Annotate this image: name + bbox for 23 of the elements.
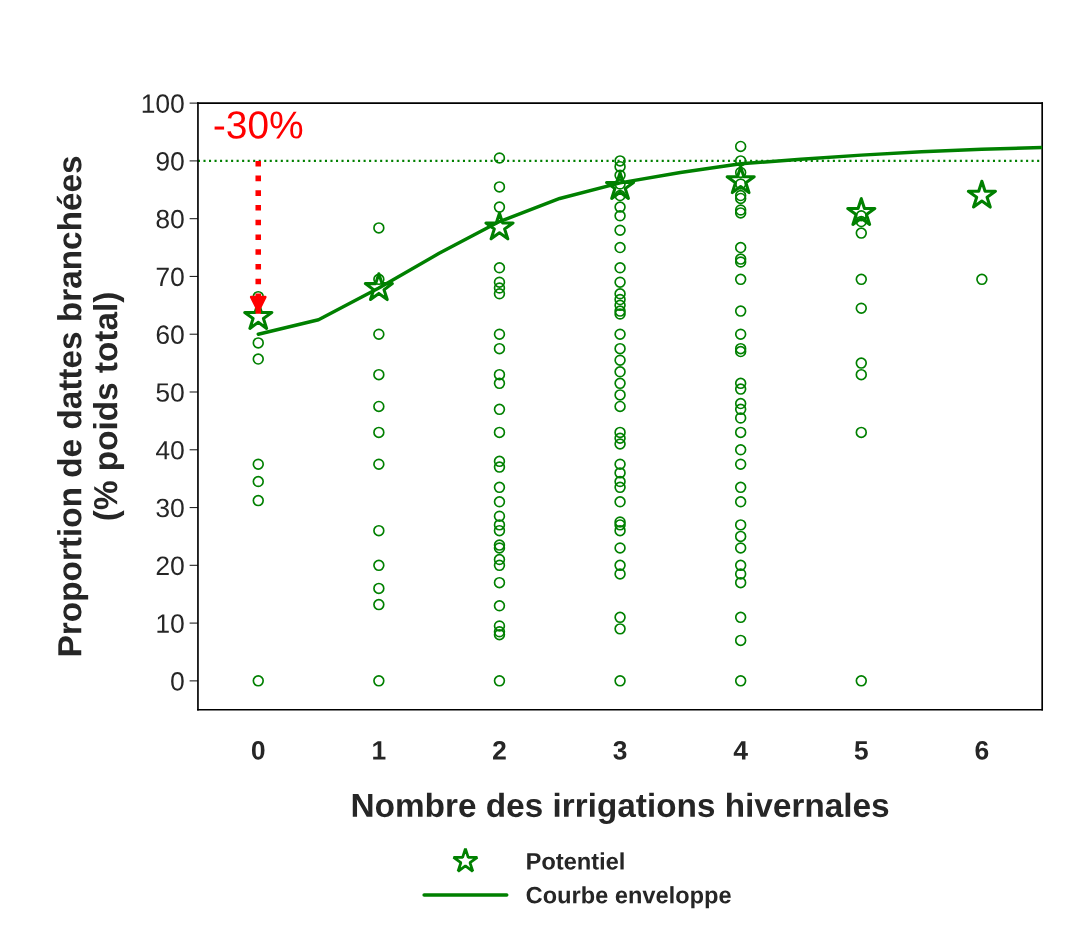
y-tick-label: 20	[156, 556, 184, 576]
x-tick-label: 1	[373, 741, 386, 760]
y-axis-title: Proportion de dattes branchées (% poids total)	[56, 156, 125, 656]
y-tick-label: 10	[157, 614, 184, 633]
x-tick-label: 6	[975, 741, 989, 760]
x-tick-label: 4	[733, 741, 748, 760]
y-tick-label: 50	[156, 383, 184, 402]
y-tick-label: 30	[156, 498, 184, 518]
y-tick-label: 80	[156, 209, 184, 229]
x-tick-label: 0	[251, 741, 265, 760]
y-tick-label: 60	[156, 325, 184, 345]
x-tick-label: 3	[613, 741, 627, 760]
annotation: -30%	[214, 111, 303, 139]
legend-label: Courbe enveloppe	[526, 886, 731, 909]
x-tick-label: 2	[493, 741, 506, 760]
x-tick-label: 5	[854, 741, 868, 760]
legend-label: Potentiel	[527, 852, 624, 870]
y-tick-label: 90	[156, 152, 184, 171]
y-tick-label: 0	[171, 672, 184, 691]
x-axis-title: Nombre des irrigations hivernales	[352, 792, 889, 824]
y-tick-label: 40	[156, 440, 184, 460]
y-tick-label: 70	[156, 267, 184, 287]
y-tick-label: 100	[142, 94, 184, 113]
